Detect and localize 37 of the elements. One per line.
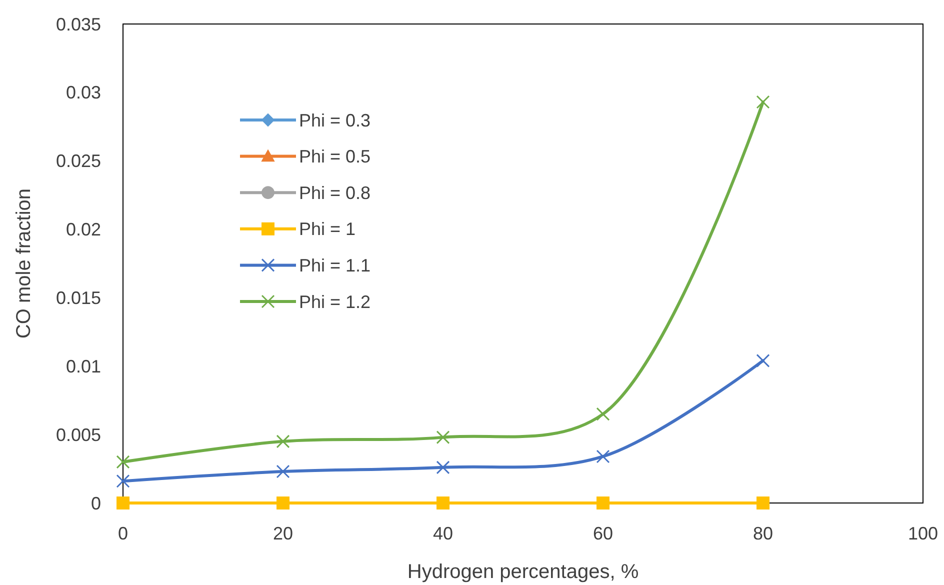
y-tick-label: 0.02: [66, 220, 101, 240]
y-tick-label: 0.025: [56, 151, 101, 172]
y-axis-title: CO mole fraction: [13, 188, 35, 339]
point: [116, 455, 130, 469]
legend-label: Phi = 0.8: [299, 182, 371, 203]
y-tick-label: 0.005: [56, 424, 101, 445]
x-tick-label: 20: [272, 523, 294, 544]
legend-label: Phi = 1.1: [299, 256, 371, 276]
point: [436, 496, 450, 510]
point: [756, 354, 770, 368]
point: [596, 496, 610, 510]
point: [756, 496, 770, 510]
legend-label: Phi = 0.5: [299, 146, 371, 167]
x-tick-label: 100: [908, 523, 938, 544]
x-tick-label: 40: [432, 523, 454, 544]
point: [596, 450, 610, 464]
legend-label: Phi = 1.2: [299, 292, 371, 312]
point: [116, 474, 130, 488]
point: [276, 464, 290, 478]
point: [116, 496, 130, 510]
x-axis-title: Hydrogen percentages, %: [407, 561, 639, 583]
legend-label: Phi = 1: [299, 219, 356, 240]
x-tick-label: 80: [752, 523, 774, 544]
y-tick-label: 0.03: [66, 82, 101, 103]
legend-label: Phi = 0.3: [299, 110, 371, 130]
point: [596, 407, 610, 421]
point: [436, 460, 450, 474]
point: [756, 95, 770, 109]
y-tick-label: 0.01: [66, 356, 101, 376]
point: [276, 434, 290, 448]
x-tick-label: 0: [118, 523, 128, 544]
y-tick-label: 0.015: [56, 288, 101, 308]
y-tick-label: 0: [90, 493, 101, 514]
x-tick-label: 60: [592, 523, 614, 544]
point: [436, 430, 450, 444]
point: [276, 496, 290, 510]
y-tick-label: 0.035: [56, 14, 101, 34]
